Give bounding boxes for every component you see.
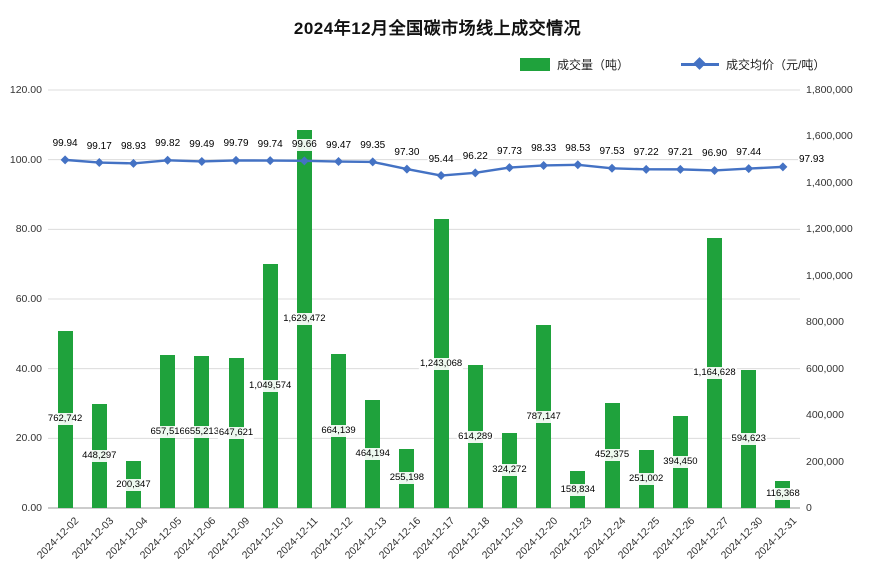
diamond-marker-icon	[693, 57, 706, 70]
right-axis-tick-label: 0	[806, 502, 812, 514]
chart-title: 2024年12月全国碳市场线上成交情况	[293, 19, 582, 38]
price-point-label: 97.93	[798, 153, 826, 166]
price-point-label: 99.66	[290, 138, 318, 151]
right-axis-tick-label: 1,200,000	[806, 223, 853, 236]
price-point-label: 99.47	[325, 139, 353, 152]
price-point-marker	[197, 156, 207, 166]
price-point-marker	[710, 165, 720, 175]
legend: 成交量（吨） 成交均价（元/吨）	[520, 56, 825, 73]
right-axis-tick-label: 600,000	[806, 362, 844, 375]
price-point-marker	[436, 171, 446, 181]
volume-bar-label: 464,194	[354, 448, 391, 461]
price-point-marker	[94, 158, 104, 168]
right-axis-tick-label: 1,800,000	[806, 84, 853, 96]
volume-bar-label: 1,629,472	[282, 312, 327, 325]
volume-bar-label: 647,621	[217, 426, 255, 439]
price-point-label: 99.94	[51, 137, 79, 150]
price-line-swatch-icon	[681, 57, 720, 70]
price-point-label: 97.53	[598, 146, 626, 159]
left-axis-tick-label: 100.00	[9, 153, 42, 166]
price-point-marker	[744, 164, 754, 174]
left-axis-tick-label: 80.00	[15, 223, 42, 236]
price-point-marker	[334, 157, 344, 167]
price-point-label: 96.22	[461, 150, 489, 163]
price-point-label: 99.49	[188, 139, 216, 152]
price-point-marker	[675, 164, 685, 174]
price-point-marker	[573, 160, 583, 170]
right-axis-tick-label: 800,000	[806, 316, 844, 329]
price-point-marker	[163, 155, 173, 165]
price-point-marker	[402, 164, 412, 174]
volume-bar-label: 394,450	[662, 456, 699, 469]
volume-bar-label: 614,289	[457, 430, 494, 443]
volume-bar-label: 1,164,628	[692, 366, 737, 379]
price-line	[64, 158, 783, 177]
right-axis-tick-label: 400,000	[806, 409, 844, 422]
price-point-label: 95.44	[427, 153, 455, 166]
price-point-label: 98.53	[564, 142, 592, 155]
price-point-label: 98.93	[119, 141, 147, 154]
price-point-label: 97.22	[632, 147, 660, 160]
right-axis-tick-label: 1,400,000	[806, 176, 853, 189]
price-point-label: 99.82	[154, 138, 182, 151]
price-point-marker	[265, 156, 275, 166]
volume-bar-label: 1,243,068	[418, 357, 464, 370]
right-axis-tick-label: 1,000,000	[806, 269, 853, 282]
price-point-label: 96.90	[701, 148, 729, 161]
volume-bar-label: 787,147	[525, 410, 562, 423]
price-point-marker	[607, 163, 617, 173]
right-axis-tick-label: 200,000	[806, 455, 844, 468]
price-point-label: 97.30	[393, 147, 421, 160]
volume-bar-label: 158,834	[559, 483, 596, 496]
price-point-label: 97.73	[495, 145, 523, 158]
price-point-label: 97.21	[666, 147, 694, 160]
price-point-label: 99.79	[222, 138, 250, 151]
volume-bar-label: 1,049,574	[248, 380, 293, 393]
left-axis-tick-label: 40.00	[15, 362, 42, 375]
price-point-marker	[778, 162, 788, 172]
legend-item-volume: 成交量（吨）	[520, 56, 629, 73]
price-point-marker	[539, 160, 549, 170]
price-point-marker	[470, 168, 480, 178]
price-point-label: 99.35	[359, 139, 387, 152]
right-axis-tick-label: 1,600,000	[806, 130, 853, 143]
price-point-marker	[231, 155, 241, 165]
volume-bar-label: 448,297	[81, 449, 118, 462]
price-point-marker	[504, 163, 514, 173]
volume-bar-label: 324,272	[491, 464, 528, 477]
price-point-marker	[368, 157, 378, 167]
legend-price-label: 成交均价（元/吨）	[726, 58, 826, 72]
left-axis-tick-label: 120.00	[9, 84, 42, 96]
volume-bar-label: 452,375	[593, 449, 631, 462]
volume-bar-label: 255,198	[388, 472, 426, 485]
volume-bar-label: 762,742	[46, 413, 84, 426]
price-point-label: 99.17	[85, 140, 113, 153]
volume-bar-label: 664,139	[320, 424, 357, 437]
price-point-label: 99.74	[256, 138, 284, 151]
price-point-label: 98.33	[530, 143, 558, 156]
legend-item-price: 成交均价（元/吨）	[681, 56, 825, 73]
left-axis-tick-label: 60.00	[15, 293, 42, 305]
price-point-label: 97.44	[735, 146, 763, 159]
legend-volume-label: 成交量（吨）	[557, 58, 630, 72]
price-point-marker	[641, 164, 651, 174]
left-axis-tick-label: 0.00	[21, 502, 42, 514]
volume-bar-label: 200,347	[115, 478, 152, 491]
price-point-marker	[60, 155, 70, 165]
volume-bar-label: 655,213	[183, 425, 220, 438]
volume-bar-label: 116,368	[765, 488, 801, 501]
volume-swatch-icon	[520, 58, 550, 71]
price-point-marker	[128, 158, 138, 168]
volume-bar-label: 251,002	[628, 472, 665, 485]
left-axis-tick-label: 20.00	[15, 432, 42, 445]
volume-bar-label: 657,516	[149, 425, 186, 438]
volume-bar-label: 594,623	[730, 432, 767, 445]
